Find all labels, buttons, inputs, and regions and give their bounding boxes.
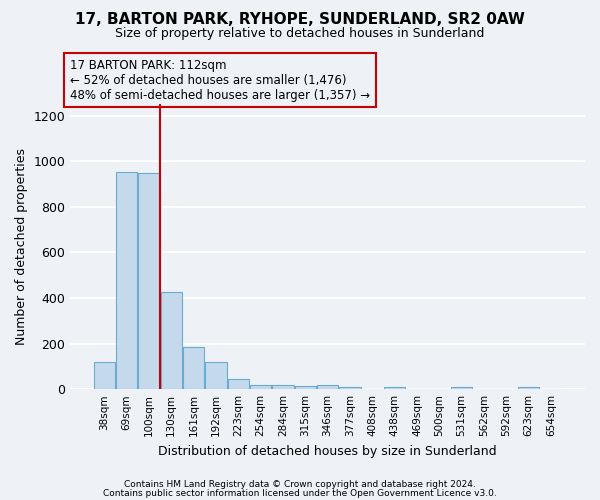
Bar [272,385,293,389]
Bar [116,172,137,389]
Bar [227,379,249,389]
Bar [205,362,227,389]
Bar [295,386,316,389]
Bar [161,292,182,389]
Bar [384,388,405,389]
Text: 17, BARTON PARK, RYHOPE, SUNDERLAND, SR2 0AW: 17, BARTON PARK, RYHOPE, SUNDERLAND, SR2… [75,12,525,28]
Bar [451,388,472,389]
Text: 17 BARTON PARK: 112sqm
← 52% of detached houses are smaller (1,476)
48% of semi-: 17 BARTON PARK: 112sqm ← 52% of detached… [70,58,370,102]
Bar [94,362,115,389]
Bar [250,384,271,389]
Text: Size of property relative to detached houses in Sunderland: Size of property relative to detached ho… [115,28,485,40]
Y-axis label: Number of detached properties: Number of detached properties [15,148,28,346]
Bar [340,387,361,389]
Text: Contains public sector information licensed under the Open Government Licence v3: Contains public sector information licen… [103,488,497,498]
Bar [518,388,539,389]
X-axis label: Distribution of detached houses by size in Sunderland: Distribution of detached houses by size … [158,444,497,458]
Bar [183,348,204,389]
Text: Contains HM Land Registry data © Crown copyright and database right 2024.: Contains HM Land Registry data © Crown c… [124,480,476,489]
Bar [139,173,160,389]
Bar [317,385,338,389]
